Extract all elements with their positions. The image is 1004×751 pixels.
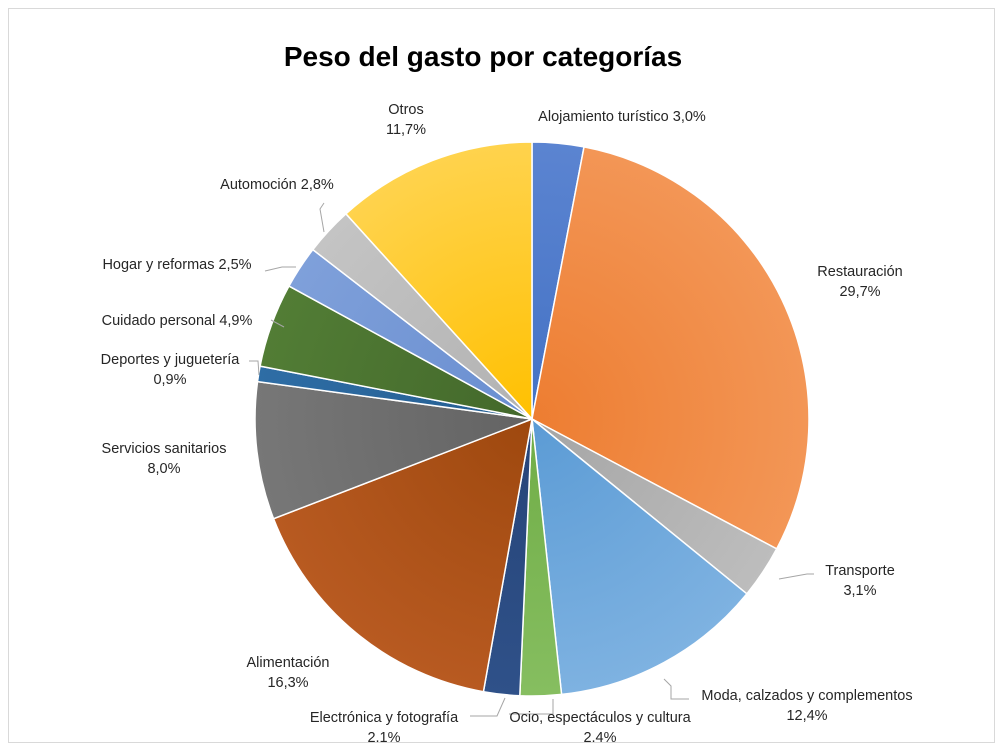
pie-chart: Peso del gasto por categorías Alojamient…	[101, 41, 913, 742]
data-label: Electrónica y fotografía 2,1%	[310, 710, 459, 742]
data-label: Hogar y reformas 2,5%	[102, 257, 251, 273]
data-label: Cuidado personal 4,9%	[102, 313, 253, 329]
chart-frame: Peso del gasto por categorías Alojamient…	[8, 8, 995, 743]
data-label: Transporte 3,1%	[825, 563, 895, 599]
leader-lines	[249, 202, 814, 717]
pie-slice-servicios-sanitarios	[254, 380, 533, 520]
leader-line	[509, 699, 554, 715]
data-label: Automoción 2,8%	[220, 177, 334, 193]
data-label: Alojamiento turístico 3,0%	[538, 109, 706, 125]
data-label: Moda, calzados y complementos 12,4%	[701, 688, 912, 724]
leader-line	[778, 573, 814, 580]
leader-line	[319, 202, 325, 233]
leader-line	[663, 678, 689, 700]
data-label: Deportes y juguetería 0,9%	[101, 352, 241, 388]
data-labels: Alojamiento turístico 3,0% Restauración 29…	[101, 102, 913, 742]
pie-slice-restauracion	[531, 146, 810, 550]
leader-line	[470, 697, 506, 717]
data-label: Servicios sanitarios 8,0%	[102, 441, 227, 477]
leader-line	[264, 266, 296, 272]
leader-line	[249, 360, 260, 376]
data-label: Otros 11,7%	[386, 102, 426, 138]
data-label: Restauración 29,7%	[817, 264, 902, 300]
pie-slice-otros	[344, 141, 533, 421]
data-label: Alimentación 16,3%	[246, 655, 329, 691]
chart-title: Peso del gasto por categorías	[284, 41, 682, 72]
pie-slice-alimentacion	[272, 417, 533, 693]
pie-slices	[254, 141, 810, 697]
data-label: Ocio, espectáculos y cultura 2,4%	[509, 710, 691, 742]
pie-slice-moda-calzados-y-complementos	[531, 417, 748, 696]
leader-line	[270, 319, 285, 328]
